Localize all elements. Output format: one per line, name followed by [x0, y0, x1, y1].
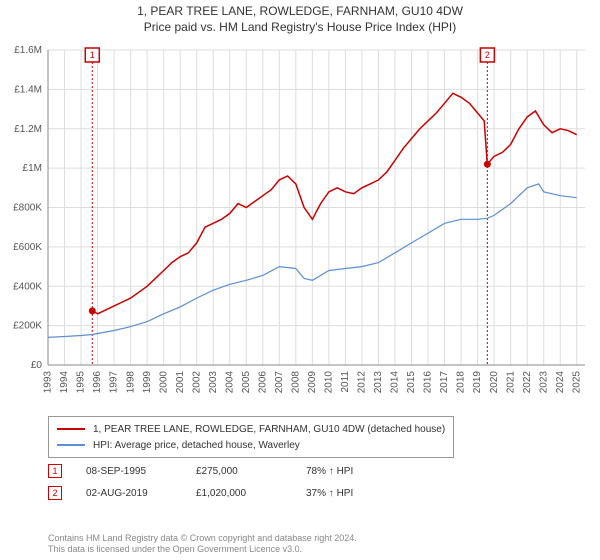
title-block: 1, PEAR TREE LANE, ROWLEDGE, FARNHAM, GU… [0, 0, 600, 34]
legend-swatch-price [57, 428, 85, 430]
chart-area: £0 £200K £400K £600K £800K £1M £1.2M £1.4M £1.6M… [0, 40, 600, 410]
svg-text:1998: 1998 [125, 371, 136, 394]
line-chart-svg: £0 £200K £400K £600K £800K £1M £1.2M £1.4M £1.6M… [0, 40, 600, 410]
footer-line2: This data is licensed under the Open Gov… [48, 544, 357, 556]
sale-date-1: 08-SEP-1995 [86, 466, 196, 477]
legend-label-hpi: HPI: Average price, detached house, Wave… [93, 440, 300, 451]
svg-text:2003: 2003 [208, 371, 219, 394]
footer-line1: Contains HM Land Registry data © Crown c… [48, 533, 357, 545]
svg-text:£1.2M: £1.2M [14, 124, 42, 135]
svg-text:£0: £0 [31, 360, 43, 371]
svg-text:2008: 2008 [290, 371, 301, 394]
footer: Contains HM Land Registry data © Crown c… [48, 533, 357, 556]
sale-date-2: 02-AUG-2019 [86, 488, 196, 499]
svg-text:£1.6M: £1.6M [14, 45, 42, 56]
svg-text:2025: 2025 [571, 371, 582, 394]
svg-text:2006: 2006 [257, 371, 268, 394]
svg-text:2001: 2001 [175, 371, 186, 394]
legend-row-hpi: HPI: Average price, detached house, Wave… [57, 437, 445, 453]
svg-text:£400K: £400K [13, 281, 42, 292]
svg-text:2010: 2010 [324, 371, 335, 394]
sale-row-2: 2 02-AUG-2019 £1,020,000 37% ↑ HPI [48, 482, 396, 504]
svg-text:1997: 1997 [109, 371, 120, 394]
legend-box: 1, PEAR TREE LANE, ROWLEDGE, FARNHAM, GU… [48, 416, 454, 458]
svg-text:2017: 2017 [439, 371, 450, 394]
svg-text:£200K: £200K [13, 321, 42, 332]
svg-text:1: 1 [90, 50, 95, 60]
svg-text:2023: 2023 [538, 371, 549, 394]
svg-text:2: 2 [485, 50, 490, 60]
sale-price-2: £1,020,000 [196, 488, 306, 499]
legend-swatch-hpi [57, 444, 85, 446]
sale-pct-2: 37% ↑ HPI [306, 488, 396, 499]
svg-text:2022: 2022 [522, 371, 533, 394]
svg-text:£1M: £1M [23, 163, 42, 174]
sale-pct-1: 78% ↑ HPI [306, 466, 396, 477]
svg-text:2016: 2016 [423, 371, 434, 394]
svg-text:1999: 1999 [142, 371, 153, 394]
svg-text:2005: 2005 [241, 371, 252, 394]
svg-text:2020: 2020 [489, 371, 500, 394]
svg-text:2018: 2018 [456, 371, 467, 394]
chart-container: 1, PEAR TREE LANE, ROWLEDGE, FARNHAM, GU… [0, 0, 600, 560]
svg-text:£600K: £600K [13, 242, 42, 253]
svg-text:2021: 2021 [505, 371, 516, 394]
svg-text:2002: 2002 [191, 371, 202, 394]
svg-text:£1.4M: £1.4M [14, 84, 42, 95]
svg-text:2004: 2004 [224, 371, 235, 394]
legend-row-price: 1, PEAR TREE LANE, ROWLEDGE, FARNHAM, GU… [57, 421, 445, 437]
svg-text:2024: 2024 [555, 371, 566, 394]
svg-text:2012: 2012 [357, 371, 368, 394]
svg-text:2011: 2011 [340, 371, 351, 393]
svg-text:1994: 1994 [59, 371, 70, 394]
svg-text:2013: 2013 [373, 371, 384, 394]
svg-text:1996: 1996 [92, 371, 103, 394]
sale-price-1: £275,000 [196, 466, 306, 477]
title-line2: Price paid vs. HM Land Registry's House … [0, 20, 600, 34]
svg-text:£800K: £800K [13, 203, 42, 214]
sale-row-1: 1 08-SEP-1995 £275,000 78% ↑ HPI [48, 460, 396, 482]
sale-marker-2: 2 [48, 486, 62, 500]
svg-text:2009: 2009 [307, 371, 318, 394]
svg-text:2019: 2019 [472, 371, 483, 394]
legend-label-price: 1, PEAR TREE LANE, ROWLEDGE, FARNHAM, GU… [93, 424, 445, 435]
title-line1: 1, PEAR TREE LANE, ROWLEDGE, FARNHAM, GU… [0, 4, 600, 18]
svg-text:2007: 2007 [274, 371, 285, 394]
svg-text:1993: 1993 [43, 371, 54, 394]
svg-text:2015: 2015 [406, 371, 417, 394]
svg-text:1995: 1995 [76, 371, 87, 394]
svg-text:2000: 2000 [158, 371, 169, 394]
sale-marker-1: 1 [48, 464, 62, 478]
sales-table: 1 08-SEP-1995 £275,000 78% ↑ HPI 2 02-AU… [48, 460, 396, 504]
svg-text:2014: 2014 [390, 371, 401, 394]
